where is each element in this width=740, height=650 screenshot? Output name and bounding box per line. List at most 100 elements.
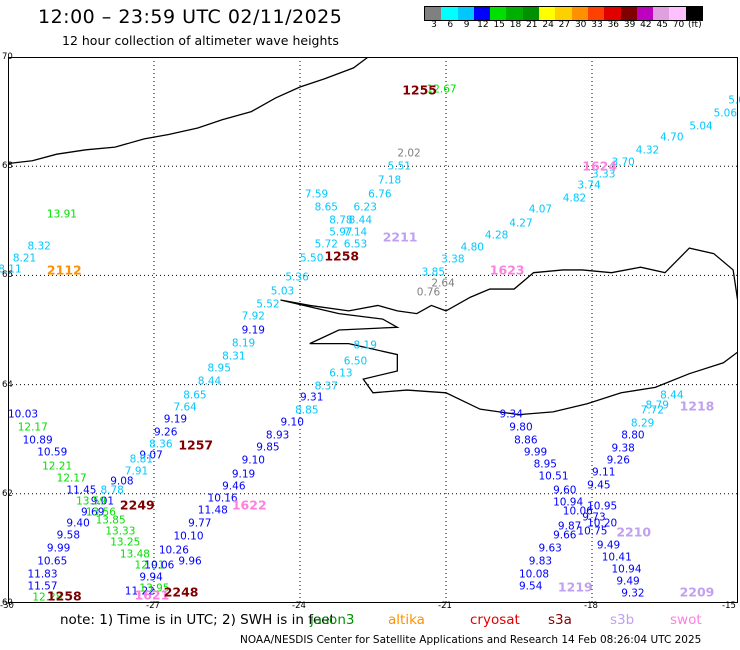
wave-height-reading: 9.99 — [523, 446, 548, 459]
map-subtitle: 12 hour collection of altimeter wave hei… — [62, 33, 339, 48]
wave-height-reading: 10.16 — [207, 492, 238, 505]
color-swatch — [425, 7, 442, 20]
wave-height-reading: 8.85 — [295, 404, 319, 417]
wave-height-reading: 9.10 — [280, 416, 304, 429]
wave-height-reading: 9.38 — [611, 442, 635, 455]
wave-height-reading: 8.86 — [514, 434, 538, 447]
wave-height-reading: 9.83 — [528, 555, 553, 568]
wave-height-reading: 4.80 — [460, 241, 484, 254]
color-swatch — [604, 7, 621, 20]
wave-height-reading: 8.44 — [197, 375, 222, 388]
pass-time-label: 1219 — [557, 579, 593, 595]
wave-height-reading: 7.18 — [377, 174, 402, 187]
wave-height-reading: 7.14 — [343, 226, 368, 239]
longitude-label: -30 — [0, 601, 14, 611]
pass-time-label: 1622 — [231, 497, 267, 513]
footer-note: note: 1) Time is in UTC; 2) SWH is in fe… — [60, 612, 335, 628]
color-swatch — [490, 7, 507, 20]
color-scale-label: 18 — [509, 20, 522, 30]
wave-height-reading: 5.02 — [728, 94, 740, 107]
wave-height-reading: 12.28 — [32, 591, 63, 604]
wave-height-reading: 8.79 — [645, 399, 669, 412]
wave-height-reading: 13.95 — [139, 582, 170, 595]
pass-time-label: 2248 — [163, 584, 199, 600]
longitude-label: -24 — [292, 601, 306, 611]
wave-height-reading: 9.26 — [154, 426, 178, 439]
color-scale-label: 70 — [672, 20, 685, 30]
wave-height-reading: 6.76 — [368, 188, 392, 201]
wave-height-reading: 8.31 — [222, 350, 246, 363]
wave-height-reading: 9.49 — [616, 575, 640, 588]
pass-time-label: 1624 — [582, 158, 618, 174]
pass-time-label: 1258 — [324, 248, 360, 264]
wave-height-reading: 8.65 — [183, 389, 207, 402]
color-swatch — [685, 7, 703, 20]
wave-height-reading: 13.85 — [95, 514, 126, 527]
wave-height-reading: 5.06 — [713, 107, 738, 120]
wave-height-reading: 2.64 — [431, 277, 455, 290]
wave-height-reading: 10.06 — [144, 559, 175, 572]
wave-height-reading: 9.19 — [231, 468, 256, 481]
wave-height-reading: 9.11 — [592, 466, 616, 479]
wave-height-reading: 10.06 — [562, 505, 593, 518]
color-scale-label: 27 — [558, 20, 571, 30]
color-scale-label: 39 — [623, 20, 636, 30]
wave-height-reading: 9.32 — [621, 587, 645, 600]
wave-height-reading: 7.92 — [241, 310, 265, 323]
color-scale-label: 45 — [656, 20, 668, 30]
satellite-legend-swot: swot — [670, 612, 702, 628]
wave-height-reading: 7.64 — [173, 401, 197, 414]
color-swatch — [571, 7, 588, 20]
wave-height-reading: 9.63 — [538, 542, 562, 555]
wave-height-reading: 8.37 — [314, 380, 338, 393]
map-title: 12:00 – 23:59 UTC 02/11/2025 — [38, 6, 343, 28]
latitude-label: 66 — [2, 270, 13, 281]
wave-height-reading: 8.19 — [353, 339, 377, 352]
wave-height-reading: 9.10 — [241, 454, 265, 467]
satellite-legend-s3a: s3a — [548, 612, 572, 628]
color-swatch — [669, 7, 686, 20]
wave-height-reading: 8.93 — [265, 429, 290, 442]
color-scale-label: 12 — [477, 20, 489, 30]
latitude-label: 68 — [2, 161, 13, 172]
latitude-label: 64 — [2, 379, 13, 390]
wave-height-reading: 10.08 — [519, 568, 550, 581]
color-swatch — [620, 7, 637, 20]
pass-time-label: 1621 — [134, 587, 170, 603]
color-scale-bar — [424, 6, 704, 21]
wave-height-reading: 7.91 — [124, 465, 149, 478]
wave-height-reading: 4.27 — [509, 217, 533, 230]
wave-height-reading: 9.73 — [582, 511, 606, 524]
wave-height-reading: 8.44 — [348, 214, 373, 227]
latitude-label: 62 — [2, 488, 13, 499]
color-swatch — [473, 7, 491, 20]
wave-height-reading: 13.48 — [119, 548, 150, 561]
wave-height-reading: 5.36 — [285, 271, 309, 284]
wave-height-reading: 10.75 — [577, 525, 608, 538]
wave-height-reading: 5.03 — [270, 285, 295, 298]
footer-credit: NOAA/NESDIS Center for Satellite Applica… — [240, 634, 702, 646]
color-swatch — [587, 7, 605, 20]
color-swatch — [441, 7, 458, 20]
wave-height-reading: 9.85 — [256, 441, 280, 454]
wave-height-reading: 8.78 — [329, 214, 353, 227]
color-swatch — [539, 7, 556, 20]
color-scale-label: 9 — [463, 20, 470, 30]
wave-height-reading: 9.08 — [110, 475, 134, 488]
color-scale-label: (ft) — [688, 20, 702, 30]
wave-height-reading: 12.17 — [17, 421, 48, 434]
wave-height-reading: 6.23 — [353, 201, 377, 214]
wave-height-reading: 11.45 — [66, 484, 97, 497]
wave-height-reading: 9.34 — [499, 408, 523, 421]
wave-height-reading: 4.70 — [660, 131, 684, 144]
pass-time-label: 1255 — [402, 82, 437, 98]
wave-height-reading: 10.95 — [587, 500, 618, 513]
wave-height-reading: 3.85 — [421, 266, 446, 279]
color-scale-label: 6 — [447, 20, 454, 30]
wave-height-reading: 0.76 — [416, 286, 441, 299]
wave-height-reading: 9.07 — [139, 449, 163, 462]
pass-time-label: 2112 — [46, 262, 82, 278]
wave-height-reading: 7.59 — [304, 188, 329, 201]
longitude-label: -15 — [722, 601, 736, 611]
pass-time-label: 2249 — [119, 497, 155, 513]
